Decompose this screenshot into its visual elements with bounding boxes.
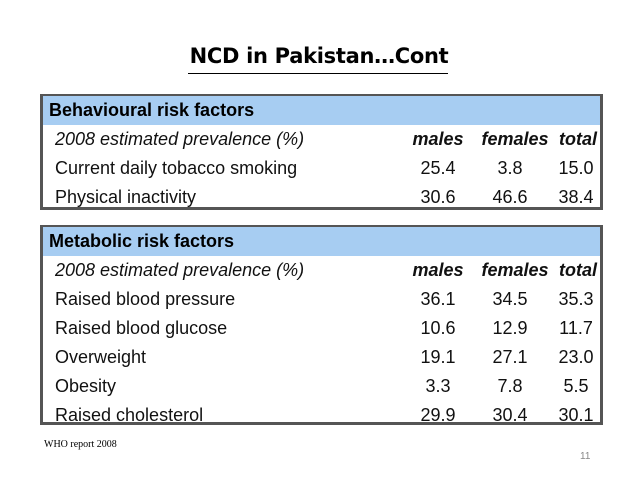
behavioural-header: Behavioural risk factors [43,96,600,125]
table-row: Raised cholesterol 29.9 30.4 30.1 [43,401,600,430]
females-value: 34.5 [492,289,528,309]
metabolic-risk-table: Metabolic risk factors 2008 estimated pr… [40,225,603,425]
males-value: 19.1 [420,347,456,367]
females-value: 12.9 [492,318,528,338]
table-row: Raised blood glucose 10.6 12.9 11.7 [43,314,600,343]
males-value: 10.6 [420,318,456,338]
females-value: 30.4 [492,405,528,425]
total-value: 23.0 [558,347,594,367]
males-value: 29.9 [420,405,456,425]
males-value: 36.1 [420,289,456,309]
row-label: Raised cholesterol [55,405,204,425]
total-value: 35.3 [558,289,594,309]
title-underline [188,73,448,74]
males-value: 30.6 [420,187,456,207]
behavioural-risk-table: Behavioural risk factors 2008 estimated … [40,94,603,210]
row-label: Raised blood glucose [55,318,228,338]
females-column-header: females [481,129,549,149]
total-column-header: total [559,129,597,149]
page-number: 11 [580,451,591,462]
females-value: 3.8 [497,158,523,178]
row-label: Obesity [55,376,117,396]
total-value: 30.1 [558,405,594,425]
males-column-header: males [412,260,464,280]
males-column-header: males [412,129,464,149]
table-row: Obesity 3.3 7.8 5.5 [43,372,600,401]
table-row: Raised blood pressure 36.1 34.5 35.3 [43,285,600,314]
females-value: 46.6 [492,187,528,207]
row-label: Physical inactivity [55,187,197,207]
total-value: 5.5 [563,376,589,396]
males-value: 3.3 [425,376,451,396]
males-value: 25.4 [420,158,456,178]
total-value: 38.4 [558,187,594,207]
prevalence-label: 2008 estimated prevalence (%) [55,260,305,280]
row-label: Raised blood pressure [55,289,236,309]
total-value: 11.7 [559,318,593,338]
total-column-header: total [559,260,597,280]
females-value: 7.8 [497,376,523,396]
prevalence-label: 2008 estimated prevalence (%) [55,129,305,149]
table-row: Physical inactivity 30.6 46.6 38.4 [43,183,600,212]
metabolic-subheader-row: 2008 estimated prevalence (%) males fema… [43,256,600,285]
slide-title: NCD in Pakistan…Cont [189,44,449,68]
table-row: Current daily tobacco smoking 25.4 3.8 1… [43,154,600,183]
source-footnote: WHO report 2008 [44,439,117,450]
females-value: 27.1 [492,347,528,367]
table-row: Overweight 19.1 27.1 23.0 [43,343,600,372]
row-label: Overweight [55,347,147,367]
behavioural-subheader-row: 2008 estimated prevalence (%) males fema… [43,125,600,154]
total-value: 15.0 [558,158,594,178]
row-label: Current daily tobacco smoking [55,158,298,178]
females-column-header: females [481,260,549,280]
metabolic-header: Metabolic risk factors [43,227,600,256]
